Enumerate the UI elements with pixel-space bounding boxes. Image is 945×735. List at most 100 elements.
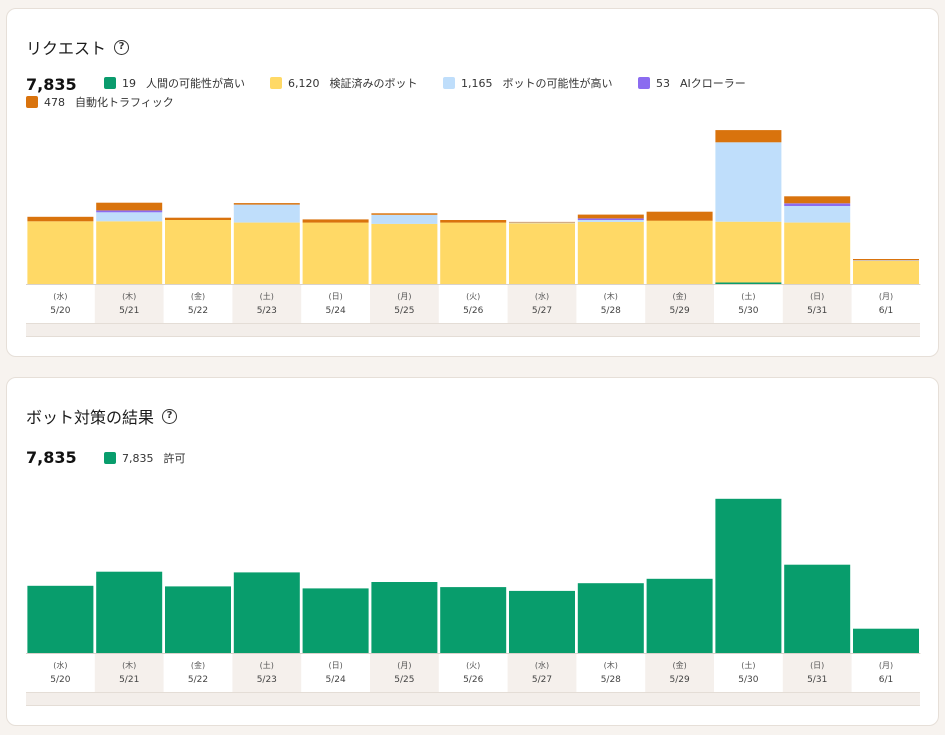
bar-allowed-5-28[interactable] xyxy=(577,583,644,653)
bar-automated-5-24[interactable] xyxy=(302,219,369,223)
bar-ai_crawler-5-28[interactable] xyxy=(577,218,644,221)
bar-verified_bot-5-22[interactable] xyxy=(165,220,231,284)
legend-item-allowed[interactable]: 7,835 許可 xyxy=(104,450,186,466)
bar-allowed-5-29[interactable] xyxy=(646,578,713,653)
legend-item-ai-crawler[interactable]: 53 AIクローラー xyxy=(638,75,746,91)
bar-automated-5-22[interactable] xyxy=(165,217,231,220)
bar-automated-5-26[interactable] xyxy=(440,220,507,223)
bar-verified_bot-5-24[interactable] xyxy=(302,222,369,284)
x-tick-date: 5/26 xyxy=(463,675,483,685)
bar-ai_crawler-5-31[interactable] xyxy=(784,203,851,206)
bar-allowed-5-22[interactable] xyxy=(165,586,231,653)
requests-total: 7,835 xyxy=(26,75,77,94)
bar-likely_bot-5-21[interactable] xyxy=(96,212,163,222)
bar-verified_bot-5-31[interactable] xyxy=(784,222,851,284)
x-tick-date: 5/20 xyxy=(50,306,70,316)
bar-verified_bot-5-23[interactable] xyxy=(233,222,300,284)
bar-ai_crawler-5-21[interactable] xyxy=(96,210,163,213)
bar-automated-5-20[interactable] xyxy=(27,216,94,222)
bar-automated-5-30[interactable] xyxy=(715,130,782,143)
legend-item-human[interactable]: 19 人間の可能性が高い xyxy=(104,75,245,91)
x-tick-weekday: (木) xyxy=(122,660,136,670)
bar-allowed-5-27[interactable] xyxy=(509,590,575,653)
legend-value: 19 xyxy=(122,76,136,90)
bot-management-card: ボット対策の結果 ? 7,835 7,835 許可 (水) 5/20 (木) 5/21… xyxy=(6,377,939,726)
bar-allowed-5-31[interactable] xyxy=(784,564,851,653)
x-tick-weekday: (木) xyxy=(604,660,618,670)
bar-allowed-5-20[interactable] xyxy=(27,585,94,653)
label-band xyxy=(645,653,714,692)
x-tick-date: 5/31 xyxy=(807,675,827,685)
bar-verified_bot-6-1[interactable] xyxy=(853,261,919,284)
bar-verified_bot-5-27[interactable] xyxy=(509,223,575,284)
x-tick-date: 5/27 xyxy=(532,675,552,685)
question-circle-icon[interactable]: ? xyxy=(162,408,178,424)
x-tick-weekday: (水) xyxy=(53,291,67,301)
bar-likely_bot-5-25[interactable] xyxy=(371,214,438,224)
legend-value: 53 xyxy=(656,76,670,90)
bar-allowed-5-23[interactable] xyxy=(233,572,300,653)
bar-verified_bot-5-20[interactable] xyxy=(27,221,94,284)
bar-verified_bot-5-25[interactable] xyxy=(371,223,438,284)
x-tick-date: 5/29 xyxy=(669,306,689,316)
bar-verified_bot-5-30[interactable] xyxy=(715,221,782,283)
label-band xyxy=(232,284,302,323)
legend-item-verified-bot[interactable]: 6,120 検証済みのボット xyxy=(270,75,418,91)
bar-likely_bot-5-30[interactable] xyxy=(715,142,782,222)
x-tick-date: 5/23 xyxy=(257,306,277,316)
bar-likely_bot-5-27[interactable] xyxy=(509,222,575,224)
x-tick-weekday: (土) xyxy=(260,660,274,670)
bar-verified_bot-5-29[interactable] xyxy=(646,220,713,284)
x-tick-weekday: (月) xyxy=(879,292,893,301)
bar-allowed-5-21[interactable] xyxy=(96,571,163,653)
bar-automated-6-1[interactable] xyxy=(853,259,919,261)
legend-label: ボットの可能性が高い xyxy=(502,77,613,90)
legend-swatch-automated xyxy=(26,96,38,108)
bar-automated-5-31[interactable] xyxy=(784,196,851,204)
x-tick-weekday: (日) xyxy=(810,661,824,670)
legend-swatch-likely-bot xyxy=(443,77,455,89)
chart-scroll-band xyxy=(26,692,920,706)
bar-automated-5-29[interactable] xyxy=(646,211,713,221)
bar-automated-5-21[interactable] xyxy=(96,202,163,211)
x-tick-date: 5/26 xyxy=(463,306,483,316)
x-tick-weekday: (水) xyxy=(535,660,549,670)
legend-value: 478 xyxy=(44,95,65,109)
x-tick-weekday: (日) xyxy=(328,661,342,670)
legend-swatch-verified-bot xyxy=(270,77,282,89)
bar-verified_bot-5-26[interactable] xyxy=(440,222,507,284)
bar-automated-5-28[interactable] xyxy=(577,214,644,219)
legend-value: 1,165 xyxy=(461,76,493,90)
x-tick-weekday: (木) xyxy=(604,291,618,301)
legend-label: AIクローラー xyxy=(680,77,746,90)
question-circle-icon[interactable]: ? xyxy=(114,39,130,55)
bar-likely_bot-5-31[interactable] xyxy=(784,205,851,223)
bar-allowed-5-24[interactable] xyxy=(302,588,369,653)
label-band xyxy=(645,284,714,323)
x-tick-weekday: (土) xyxy=(260,291,274,301)
requests-card: リクエスト ? 7,835 19 人間の可能性が高い 6,120 検証済みのボッ… xyxy=(6,8,939,357)
bar-automated-5-27[interactable] xyxy=(509,221,575,223)
legend-swatch-allowed xyxy=(104,452,116,464)
bar-allowed-5-30[interactable] xyxy=(715,498,782,653)
x-tick-date: 5/20 xyxy=(50,675,70,685)
bar-likely_bot-5-23[interactable] xyxy=(233,204,300,223)
legend-item-likely-bot[interactable]: 1,165 ボットの可能性が高い xyxy=(443,75,613,91)
label-band xyxy=(507,284,577,323)
bar-human-5-30[interactable] xyxy=(715,282,782,285)
x-tick-date: 5/28 xyxy=(601,675,621,685)
legend-swatch-human xyxy=(104,77,116,89)
bar-automated-5-23[interactable] xyxy=(233,203,300,205)
legend-swatch-ai-crawler xyxy=(638,77,650,89)
x-tick-date: 5/22 xyxy=(188,675,208,685)
bar-allowed-6-1[interactable] xyxy=(853,628,919,653)
legend-item-automated[interactable]: 478 自動化トラフィック xyxy=(26,94,174,110)
bar-likely_bot-5-28[interactable] xyxy=(577,220,644,222)
bar-verified_bot-5-28[interactable] xyxy=(577,221,644,284)
bar-allowed-5-26[interactable] xyxy=(440,587,507,653)
bar-automated-5-25[interactable] xyxy=(371,213,438,215)
bar-verified_bot-5-21[interactable] xyxy=(96,221,163,284)
bot-result-bar-chart: (水) 5/20 (木) 5/21 (金) 5/22 (土) 5/23 (日) 5/24 (月) 5/… xyxy=(26,498,921,692)
bar-allowed-5-25[interactable] xyxy=(371,582,438,653)
bar-likely_bot-6-1[interactable] xyxy=(853,260,919,261)
